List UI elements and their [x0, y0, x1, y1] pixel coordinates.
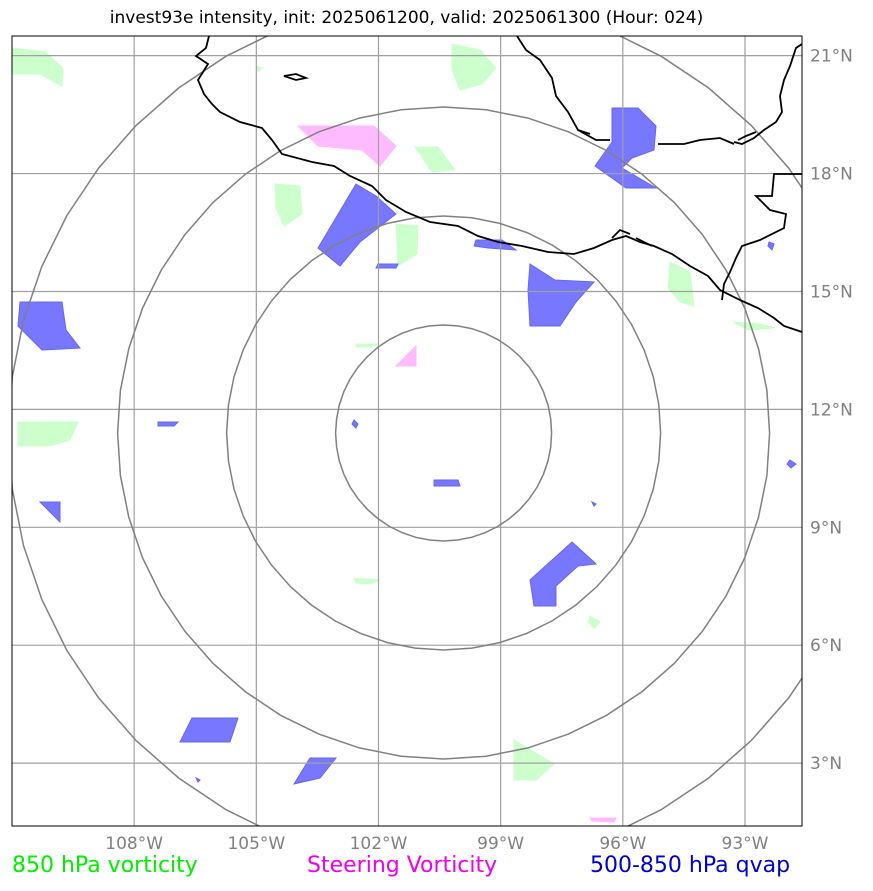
vorticity-850-region [355, 343, 379, 348]
qvap-region [767, 241, 775, 251]
range-ring [12, 36, 802, 826]
longitude-tick-label: 102°W [350, 834, 408, 854]
vorticity-850-region [353, 577, 381, 585]
longitude-labels: 108°W 105°W 102°W 99°W 96°W 93°W [105, 834, 768, 854]
latitude-tick-label: 6°N [810, 636, 842, 656]
vorticity-850-region [255, 65, 263, 73]
latitude-tick-label: 15°N [810, 282, 853, 302]
qvap-region [590, 500, 597, 507]
qvap-layer [17, 107, 797, 785]
qvap-region [292, 757, 338, 785]
longitude-tick-label: 99°W [477, 834, 524, 854]
vorticity-850-region [274, 183, 303, 227]
vorticity-850-region [732, 321, 776, 331]
qvap-region [786, 459, 797, 469]
steering-vorticity-region [589, 817, 617, 823]
qvap-region [38, 501, 61, 524]
latitude-tick-label: 12°N [810, 400, 853, 420]
latitude-labels: 3°N 6°N 9°N 12°N 15°N 18°N 21°N [810, 47, 853, 774]
latitude-tick-label: 9°N [810, 518, 842, 538]
qvap-region [433, 479, 461, 487]
plot-frame [11, 35, 803, 827]
qvap-region [527, 263, 596, 327]
latitude-tick-label: 3°N [810, 754, 842, 774]
qvap-region [179, 717, 239, 743]
vorticity-850-region [513, 739, 555, 781]
vorticity-850-region [587, 615, 601, 629]
range-ring [225, 215, 662, 651]
longitude-tick-label: 108°W [105, 834, 163, 854]
latitude-tick-label: 21°N [810, 47, 853, 67]
vorticity-850-region [395, 223, 419, 267]
vorticity-850-region [17, 421, 79, 447]
vorticity-850-region [451, 43, 497, 91]
range-ring [116, 106, 771, 760]
qvap-region [594, 107, 658, 189]
qvap-region [17, 301, 81, 351]
coastline [194, 36, 802, 333]
qvap-region [375, 263, 399, 269]
steering-vorticity-region [394, 344, 417, 367]
steering-vorticity-region [296, 125, 397, 167]
latitude-tick-label: 18°N [810, 165, 853, 185]
range-ring [334, 324, 553, 542]
qvap-region [317, 183, 397, 267]
vorticity-850-region [667, 261, 695, 307]
qvap-region [157, 421, 180, 427]
range-rings [12, 36, 802, 826]
steering-vorticity-layer [296, 125, 617, 823]
vorticity-850-region [414, 146, 456, 173]
gridlines [12, 36, 802, 826]
longitude-tick-label: 96°W [599, 834, 646, 854]
map-title: invest93e intensity, init: 2025061200, v… [109, 8, 704, 28]
vorticity-850-region [12, 47, 64, 87]
longitude-tick-label: 93°W [722, 834, 769, 854]
qvap-region [529, 541, 598, 607]
qvap-region [351, 419, 359, 429]
qvap-region [194, 776, 201, 783]
legend-qvap: 500-850 hPa qvap [590, 853, 791, 878]
legend-vorticity-850: 850 hPa vorticity [12, 853, 198, 878]
legend-steering-vorticity: Steering Vorticity [307, 853, 498, 878]
vorticity-850-layer [12, 43, 776, 781]
longitude-tick-label: 105°W [227, 834, 285, 854]
